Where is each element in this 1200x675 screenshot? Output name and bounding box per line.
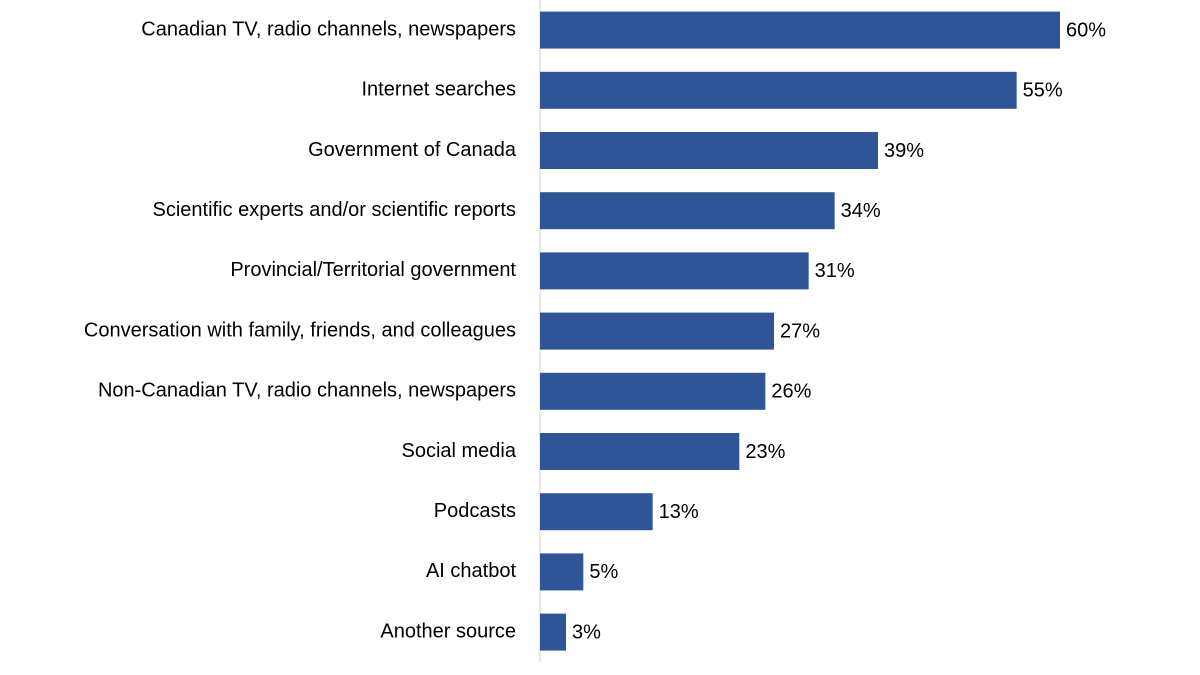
- value-label: 5%: [589, 561, 618, 583]
- bar: [540, 192, 835, 230]
- bar: [540, 613, 566, 651]
- bar: [540, 553, 584, 591]
- bar: [540, 433, 740, 470]
- value-label: 55%: [1023, 80, 1063, 102]
- bar: [540, 493, 653, 531]
- category-label: Another source: [380, 620, 516, 642]
- bar: [540, 132, 878, 169]
- bar: [540, 372, 766, 410]
- category-label: Canadian TV, radio channels, newspapers: [141, 18, 516, 40]
- value-label: 27%: [780, 320, 820, 342]
- category-label: AI chatbot: [426, 560, 517, 582]
- value-label: 26%: [771, 381, 811, 403]
- category-label: Conversation with family, friends, and c…: [84, 319, 516, 341]
- category-label: Social media: [401, 440, 516, 462]
- value-label: 3%: [572, 621, 601, 643]
- category-label: Internet searches: [361, 79, 516, 101]
- category-label: Podcasts: [434, 500, 516, 522]
- category-label: Non-Canadian TV, radio channels, newspap…: [98, 380, 516, 402]
- value-label: 39%: [884, 140, 924, 162]
- category-label: Provincial/Territorial government: [230, 259, 516, 281]
- value-label: 60%: [1066, 19, 1106, 41]
- bar: [540, 71, 1017, 109]
- bar: [540, 11, 1060, 49]
- value-label: 31%: [815, 260, 855, 282]
- category-label: Government of Canada: [308, 139, 517, 161]
- value-label: 34%: [841, 200, 881, 222]
- value-label: 13%: [659, 501, 699, 523]
- category-label: Scientific experts and/or scientific rep…: [153, 199, 517, 221]
- value-label: 23%: [745, 441, 785, 463]
- bar: [540, 252, 809, 290]
- bar: [540, 312, 774, 350]
